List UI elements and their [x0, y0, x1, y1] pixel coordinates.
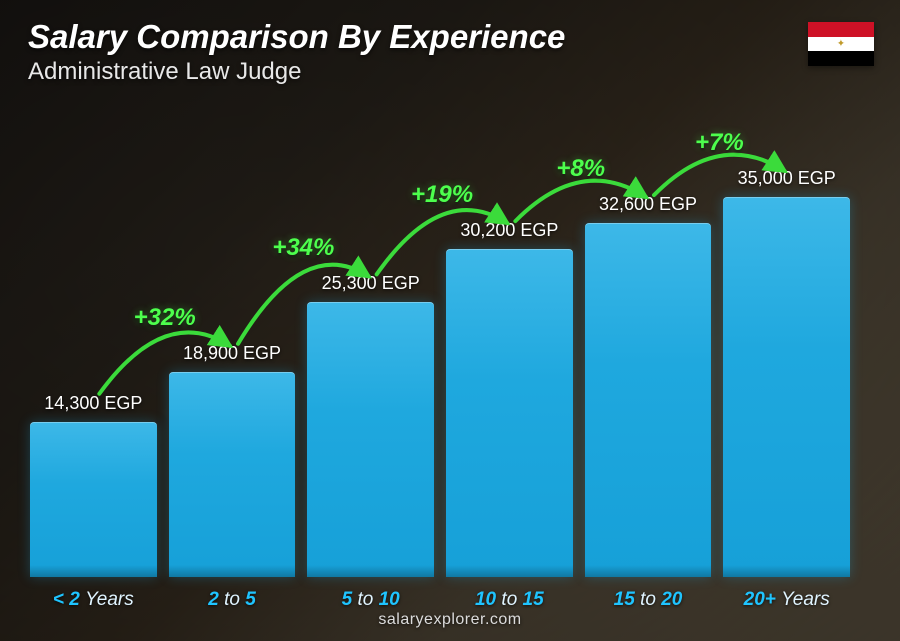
bar-col-3: 30,200 EGP10 to 15 [446, 220, 573, 577]
bar-value-label: 25,300 EGP [322, 273, 420, 294]
bar [169, 372, 296, 577]
bar-category-label: 5 to 10 [342, 589, 400, 611]
page-title: Salary Comparison By Experience [28, 18, 872, 56]
bar-value-label: 30,200 EGP [460, 220, 558, 241]
bar [446, 249, 573, 577]
bar-category-label: 2 to 5 [208, 589, 256, 611]
bar [307, 302, 434, 577]
page-subtitle: Administrative Law Judge [28, 58, 872, 86]
increase-pct-label: +8% [556, 155, 605, 183]
bar-value-label: 35,000 EGP [738, 168, 836, 189]
flag-stripe-top [808, 22, 874, 37]
bar-value-label: 32,600 EGP [599, 194, 697, 215]
increase-pct-label: +34% [272, 234, 334, 262]
bar-category-label: 10 to 15 [475, 589, 544, 611]
increase-pct-label: +19% [411, 181, 473, 209]
country-flag-egypt: ✦ [808, 22, 874, 66]
bar-category-label: 20+ Years [744, 589, 830, 611]
bar [30, 422, 157, 577]
bar-col-2: 25,300 EGP5 to 10 [307, 273, 434, 577]
bar-value-label: 14,300 EGP [44, 393, 142, 414]
increase-pct-label: +7% [695, 129, 744, 157]
flag-stripe-mid: ✦ [808, 37, 874, 52]
flag-stripe-bot [808, 51, 874, 66]
eagle-emblem-icon: ✦ [837, 39, 845, 50]
bar-col-4: 32,600 EGP15 to 20 [585, 194, 712, 577]
bar [723, 197, 850, 577]
bar-value-label: 18,900 EGP [183, 343, 281, 364]
header: Salary Comparison By Experience Administ… [28, 18, 872, 86]
increase-pct-label: +32% [134, 304, 196, 332]
bar [585, 223, 712, 577]
bar-col-5: 35,000 EGP20+ Years [723, 168, 850, 577]
footer-source: salaryexplorer.com [0, 611, 900, 629]
bar-col-1: 18,900 EGP2 to 5 [169, 343, 296, 577]
bar-category-label: < 2 Years [53, 589, 134, 611]
bar-col-0: 14,300 EGP< 2 Years [30, 393, 157, 577]
bar-category-label: 15 to 20 [614, 589, 683, 611]
